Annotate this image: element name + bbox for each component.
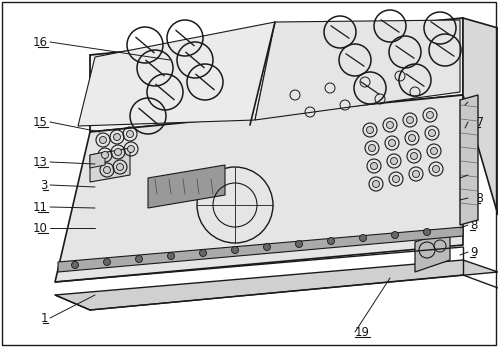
Circle shape xyxy=(428,129,435,136)
Circle shape xyxy=(72,262,79,269)
Circle shape xyxy=(423,229,430,236)
Circle shape xyxy=(406,117,413,124)
Circle shape xyxy=(432,166,440,172)
Circle shape xyxy=(392,176,399,183)
Circle shape xyxy=(232,246,239,254)
Text: 9: 9 xyxy=(470,245,478,259)
Circle shape xyxy=(391,231,398,238)
Text: 13: 13 xyxy=(33,155,48,169)
Text: 17: 17 xyxy=(470,116,485,128)
Text: 11: 11 xyxy=(33,201,48,213)
Polygon shape xyxy=(255,20,460,120)
Circle shape xyxy=(390,158,397,164)
Circle shape xyxy=(426,111,433,118)
Circle shape xyxy=(369,144,375,152)
Circle shape xyxy=(367,127,374,134)
Circle shape xyxy=(117,163,124,170)
Text: 6: 6 xyxy=(470,95,478,109)
Circle shape xyxy=(104,167,111,174)
Circle shape xyxy=(388,139,395,146)
Circle shape xyxy=(100,136,107,144)
Circle shape xyxy=(295,240,302,247)
Polygon shape xyxy=(90,148,130,182)
Circle shape xyxy=(115,149,122,155)
Polygon shape xyxy=(460,95,478,225)
Circle shape xyxy=(102,152,109,159)
Text: 7: 7 xyxy=(470,169,478,181)
Polygon shape xyxy=(55,95,463,282)
Circle shape xyxy=(386,121,393,128)
Text: 15: 15 xyxy=(33,116,48,128)
Circle shape xyxy=(373,180,379,187)
Polygon shape xyxy=(90,18,463,132)
Circle shape xyxy=(412,170,419,178)
Circle shape xyxy=(127,145,134,152)
Text: 10: 10 xyxy=(33,221,48,235)
Circle shape xyxy=(200,249,207,256)
Polygon shape xyxy=(463,18,498,215)
Polygon shape xyxy=(90,152,105,168)
Text: 1: 1 xyxy=(40,312,48,324)
Text: 18: 18 xyxy=(470,192,485,204)
Text: 8: 8 xyxy=(470,219,478,231)
Text: 3: 3 xyxy=(41,178,48,192)
Polygon shape xyxy=(148,165,225,208)
Circle shape xyxy=(263,244,270,251)
Circle shape xyxy=(360,235,367,242)
Circle shape xyxy=(104,259,111,265)
Circle shape xyxy=(167,253,174,260)
Circle shape xyxy=(408,135,415,142)
Circle shape xyxy=(114,134,121,141)
Polygon shape xyxy=(78,22,275,126)
Polygon shape xyxy=(55,260,498,310)
Circle shape xyxy=(430,147,438,154)
Circle shape xyxy=(328,237,335,245)
Circle shape xyxy=(126,130,133,137)
Circle shape xyxy=(410,152,417,160)
Polygon shape xyxy=(415,230,450,272)
Polygon shape xyxy=(58,227,463,272)
Circle shape xyxy=(371,162,377,169)
Text: 16: 16 xyxy=(33,35,48,49)
Circle shape xyxy=(135,255,142,262)
Text: 19: 19 xyxy=(355,325,370,339)
